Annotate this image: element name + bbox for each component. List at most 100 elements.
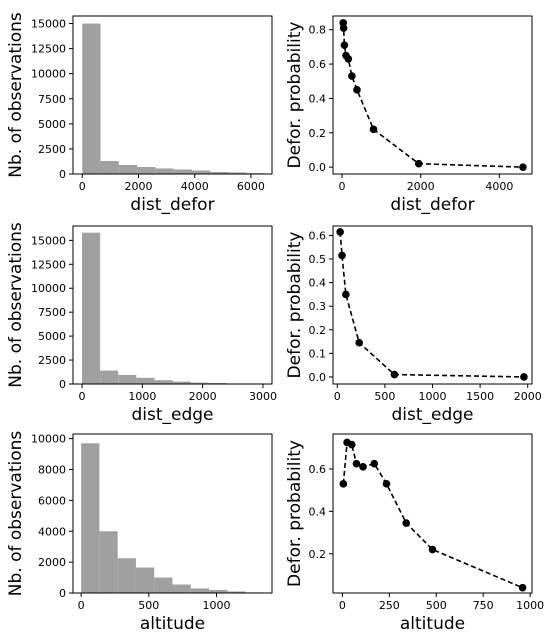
- y-tick-label: 0.2: [309, 324, 327, 337]
- y-tick-label: 0: [59, 378, 66, 391]
- y-tick-label: 0.0: [309, 161, 327, 174]
- histogram-bar: [100, 160, 119, 174]
- data-point: [370, 459, 379, 468]
- y-tick-label: 0: [59, 587, 66, 600]
- histogram-bar: [210, 171, 229, 174]
- y-tick-label: 0.2: [309, 127, 327, 140]
- histogram-bar: [82, 23, 101, 175]
- y-axis-label: Defor. probability: [285, 440, 305, 587]
- x-tick-label: 1000: [128, 390, 156, 403]
- axes-frame: [72, 15, 273, 175]
- y-tick-label: 12500: [31, 43, 66, 56]
- histogram-bar: [190, 382, 209, 384]
- y-tick-label: 0.0: [309, 371, 327, 384]
- series-line: [342, 22, 523, 168]
- histogram-bar: [191, 170, 211, 174]
- y-tick-label: 2500: [38, 354, 66, 367]
- histogram-bar: [155, 168, 174, 174]
- panel-prob-dist-edge: 0 500 1000 1500 2000 0.0 0.1 0.2 0.3 0.4 0.5 0.6 dis…: [285, 225, 542, 425]
- histogram-bar: [227, 591, 246, 593]
- y-tick-label: 4000: [38, 525, 66, 538]
- data-point: [353, 86, 361, 94]
- x-tick-label: 500: [426, 599, 447, 612]
- x-axis-label: dist_defor: [130, 195, 214, 215]
- y-tick-label: 0.1: [309, 347, 327, 360]
- y-tick-label: 0.3: [309, 300, 327, 313]
- data-point: [382, 480, 391, 488]
- y-tick-label: 0: [59, 168, 66, 181]
- y-tick-label: 7500: [38, 306, 66, 319]
- x-tick-label: 500: [374, 390, 395, 403]
- axes-frame: [332, 433, 533, 594]
- histogram-bar: [100, 370, 119, 384]
- histogram-bar: [209, 589, 228, 593]
- x-axis-label: dist_edge: [131, 405, 213, 425]
- data-point: [355, 338, 363, 347]
- data-point: [338, 251, 346, 260]
- histogram-bar: [172, 584, 191, 593]
- x-tick-label: 0: [334, 390, 341, 403]
- x-tick-label: 6000: [237, 180, 265, 193]
- y-tick-label: 8000: [38, 464, 66, 477]
- y-tick-label: 0.5: [309, 253, 327, 266]
- data-point: [339, 24, 348, 32]
- histogram-bar: [154, 380, 173, 384]
- axes-frame: [332, 225, 533, 385]
- series-line: [339, 231, 524, 378]
- y-tick-label: 15000: [31, 234, 66, 247]
- histogram-bar: [82, 232, 101, 384]
- x-tick-label: 1500: [466, 390, 494, 403]
- y-axis-label: Nb. of observations: [6, 431, 26, 597]
- x-tick-label: 3000: [249, 390, 277, 403]
- y-tick-label: 10000: [31, 282, 66, 295]
- y-tick-label: 0.4: [309, 505, 327, 518]
- panel-prob-altitude: 0 250 500 750 1000 0.2 0.4 0.6 altitude Defor. pr…: [285, 433, 544, 634]
- x-axis-label: dist_edge: [391, 405, 473, 425]
- y-tick-label: 0.4: [309, 277, 327, 290]
- y-tick-label: 0.4: [309, 92, 327, 105]
- x-axis-label: altitude: [400, 614, 465, 634]
- panel-hist-dist-defor: 0 2000 4000 6000 0 2500 5000 7500 10000 12500 1500…: [6, 12, 273, 215]
- x-tick-label: 2000: [124, 180, 152, 193]
- y-tick-label: 15000: [31, 18, 66, 31]
- histogram-bar: [118, 164, 138, 174]
- x-tick-label: 250: [379, 599, 400, 612]
- x-tick-label: 4000: [181, 180, 209, 193]
- x-axis-label: altitude: [140, 614, 205, 634]
- histogram-bar: [137, 166, 156, 174]
- x-tick-label: 2000: [407, 180, 435, 193]
- series-line: [342, 441, 523, 589]
- histogram-bar: [190, 588, 210, 593]
- x-tick-label: 1000: [419, 390, 447, 403]
- data-point: [359, 463, 367, 471]
- x-tick-label: 1000: [202, 599, 230, 612]
- y-tick-label: 2500: [38, 143, 66, 156]
- histogram-bar: [99, 531, 118, 593]
- y-tick-label: 7500: [38, 93, 66, 106]
- axes-frame: [72, 225, 273, 385]
- y-tick-label: 5000: [38, 118, 66, 131]
- histogram-bar: [118, 374, 137, 384]
- data-point: [339, 480, 348, 488]
- x-tick-label: 0: [339, 180, 346, 193]
- data-point: [336, 228, 344, 236]
- x-tick-label: 0: [78, 599, 85, 612]
- histogram-bar: [81, 443, 100, 593]
- histogram-bar: [117, 558, 136, 593]
- data-point: [518, 583, 527, 592]
- histogram-bar: [135, 567, 155, 593]
- x-tick-label: 0: [79, 390, 86, 403]
- data-point: [347, 440, 356, 449]
- histogram-bar: [154, 577, 173, 593]
- y-tick-label: 12500: [31, 258, 66, 271]
- y-tick-label: 0.8: [309, 24, 327, 37]
- data-point: [414, 159, 423, 168]
- y-axis-label: Nb. of observations: [6, 222, 26, 388]
- data-point: [402, 519, 411, 527]
- histogram-bar: [136, 377, 155, 384]
- data-point: [348, 72, 356, 80]
- x-tick-label: 0: [339, 599, 346, 612]
- y-tick-label: 2000: [38, 556, 66, 569]
- x-tick-label: 1000: [516, 599, 544, 612]
